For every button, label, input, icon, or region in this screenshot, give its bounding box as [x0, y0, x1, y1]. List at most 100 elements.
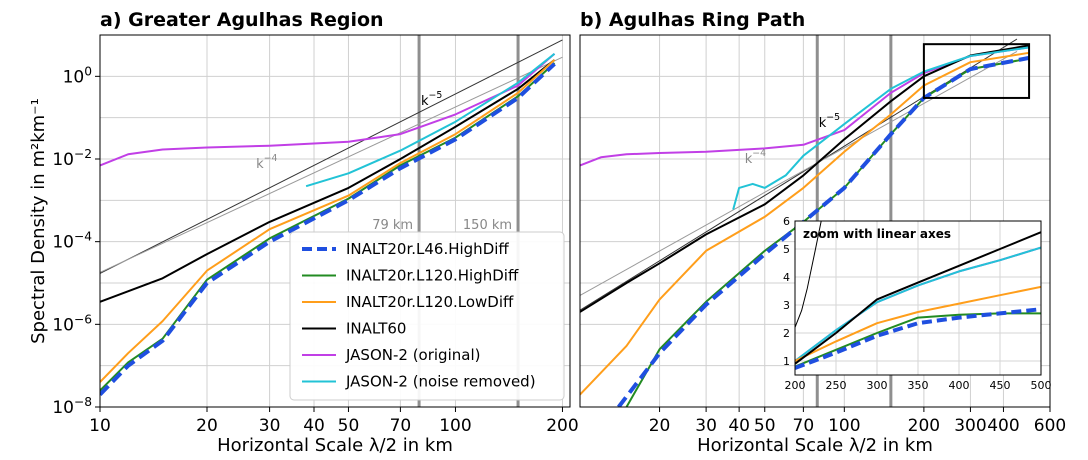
x-tick-label: 10	[89, 416, 111, 436]
inset-ticks: 200 250 300 350 400 450 500 1 2 3 4 5 6	[783, 215, 1052, 392]
x-tick-label: 600	[1034, 416, 1066, 436]
x-tick-label: 30	[259, 416, 281, 436]
panel-b-x-axis-label: Horizontal Scale λ/2 in km	[697, 435, 933, 456]
inset-y-tick-label: 6	[783, 215, 790, 228]
power-law-line-k-4	[100, 56, 563, 273]
y-tick-label: 10−4	[52, 230, 92, 253]
panel-b-series	[580, 44, 1030, 407]
inset-x-tick-label: 350	[908, 379, 929, 392]
panel-b-series-inalt20r-l46-highdiff	[617, 55, 1030, 407]
legend-label: INALT20r.L46.HighDiff	[346, 240, 509, 258]
panel-a-y-ticks: 10−8 10−6 10−4 10−2 100	[52, 64, 100, 418]
inset-y-tick-label: 3	[783, 299, 790, 312]
inset-y-tick-label: 4	[783, 271, 790, 284]
panel-a-series-inalt20r-l46-highdiff	[100, 62, 556, 396]
x-tick-label: 20	[649, 416, 671, 436]
legend-label: INALT20r.L120.HighDiff	[346, 267, 519, 285]
x-tick-label: 200	[546, 416, 578, 436]
panel-a-power-law-lines	[100, 39, 563, 274]
panel-b: b) Agulhas Ring Path k−5 k−4 20 30 40 50 70 10…	[579, 9, 1066, 456]
panel-b-series-jason-2-original	[580, 46, 1030, 167]
x-tick-label: 300	[954, 416, 986, 436]
y-tick-label: 100	[63, 64, 92, 87]
inset-x-tick-label: 450	[990, 379, 1011, 392]
panel-b-series-jason-2-noise-removed	[732, 46, 1030, 210]
legend-item: INALT20r.L46.HighDiff	[302, 240, 509, 258]
y-tick-label: 10−8	[52, 395, 92, 418]
inset-y-tick-label: 2	[783, 327, 790, 340]
inset-frame	[794, 220, 1042, 376]
panel-b-frame	[579, 34, 1051, 408]
power-law-label-k-5: k−5	[421, 90, 442, 109]
inset-series-inalt60	[795, 231, 1041, 365]
legend-label: INALT20r.L120.LowDiff	[346, 293, 514, 311]
panel-a-series-inalt60	[100, 59, 556, 303]
inset-x-tick-label: 400	[949, 379, 970, 392]
panel-a-series-jason-2-original	[100, 53, 556, 167]
legend-label: INALT60	[346, 320, 406, 338]
panel-a-series-jason-2-noise-removed	[305, 53, 556, 188]
vertical-line-label: 79 km	[372, 218, 413, 233]
panel-a-annotations: 79 km 150 km k−5 k−4	[256, 90, 512, 233]
x-tick-label: 70	[793, 416, 815, 436]
x-tick-label: 70	[390, 416, 412, 436]
legend-item: JASON-2 (original)	[302, 346, 480, 364]
legend: INALT20r.L46.HighDiff INALT20r.L120.HighD…	[289, 231, 565, 401]
panel-b-x-ticks: 20 30 40 50 70 100 200 300 400 600	[649, 407, 1066, 436]
inset-series-jason-2-noise-removed	[795, 246, 1041, 362]
panel-a-series-inalt20r-l120-lowdiff	[100, 59, 556, 383]
panel-a-x-ticks: 10 20 30 40 50 70 100 200	[89, 407, 579, 436]
panel-b-series-inalt20r-l120-lowdiff	[580, 51, 1030, 396]
inset-series-k-5	[795, 221, 822, 328]
x-tick-label: 50	[338, 416, 360, 436]
inset-title: zoom with linear axes	[803, 227, 951, 241]
power-law-line-k-4	[580, 51, 1018, 296]
power-law-label-k-5: k−5	[819, 112, 840, 131]
panel-b-series-inalt60	[580, 44, 1030, 313]
inset-series-inalt20r-l120-lowdiff	[795, 285, 1041, 362]
panel-b-title: b) Agulhas Ring Path	[580, 9, 805, 31]
panel-a-frame	[99, 34, 571, 408]
inset-y-tick-label: 5	[783, 243, 790, 256]
power-law-label-k-4: k−4	[745, 148, 766, 167]
panel-a-x-axis-label: Horizontal Scale λ/2 in km	[217, 435, 453, 456]
inset-x-tick-label: 200	[785, 379, 806, 392]
x-tick-label: 100	[439, 416, 471, 436]
panel-b-zoom-box	[922, 43, 1031, 99]
inset-zoom: zoom with linear axes 200 250 300 350 400 450…	[783, 215, 1052, 392]
y-tick-label: 10−2	[52, 147, 92, 170]
inset-x-tick-label: 500	[1031, 379, 1052, 392]
zoom-region-box	[922, 43, 1031, 99]
legend-label: JASON-2 (noise removed)	[345, 373, 536, 391]
inset-series-inalt20r-l46-highdiff	[795, 307, 1041, 370]
inset-y-tick-label: 1	[783, 355, 790, 368]
panel-b-annotations: k−5 k−4	[745, 112, 840, 167]
x-tick-label: 50	[754, 416, 776, 436]
legend-item: JASON-2 (noise removed)	[302, 373, 536, 391]
power-law-line-k-5	[100, 39, 563, 274]
y-axis-label: Spectral Density in m²km⁻¹	[28, 98, 49, 344]
panel-a: a) Greater Agulhas Region 79 km 150 km k−5…	[28, 9, 579, 456]
inset-x-tick-label: 250	[826, 379, 847, 392]
inset-x-tick-label: 300	[867, 379, 888, 392]
x-tick-label: 40	[303, 416, 325, 436]
x-tick-label: 40	[728, 416, 750, 436]
x-tick-label: 400	[987, 416, 1019, 436]
x-tick-label: 20	[196, 416, 218, 436]
panel-a-series-inalt20r-l120-highdiff	[100, 62, 556, 392]
x-tick-label: 30	[695, 416, 717, 436]
legend-frame	[289, 231, 565, 401]
y-tick-label: 10−6	[52, 312, 92, 335]
panel-a-title: a) Greater Agulhas Region	[100, 9, 384, 31]
vertical-line-label: 150 km	[463, 218, 512, 233]
legend-item: INALT60	[302, 320, 406, 338]
legend-label: JASON-2 (original)	[345, 346, 480, 364]
x-tick-label: 200	[908, 416, 940, 436]
power-law-label-k-4: k−4	[256, 153, 277, 172]
legend-item: INALT20r.L120.LowDiff	[302, 293, 514, 311]
legend-item: INALT20r.L120.HighDiff	[302, 267, 519, 285]
panel-a-series	[100, 53, 556, 396]
x-tick-label: 100	[828, 416, 860, 436]
inset-series	[795, 221, 1041, 370]
